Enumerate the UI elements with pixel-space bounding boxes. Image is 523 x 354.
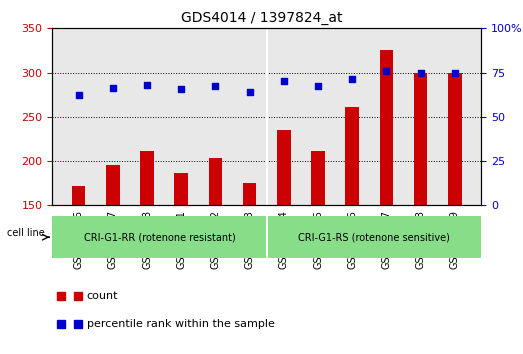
- Text: cell line: cell line: [7, 228, 44, 238]
- Point: [177, 86, 186, 92]
- Point: [451, 70, 459, 75]
- Text: CRI-G1-RS (rotenone sensitive): CRI-G1-RS (rotenone sensitive): [298, 232, 450, 242]
- Point: [280, 78, 288, 84]
- Point: [348, 76, 356, 82]
- Bar: [380, 50, 393, 338]
- Bar: [243, 183, 256, 338]
- Bar: [174, 173, 188, 338]
- Bar: [448, 73, 462, 338]
- Bar: [72, 186, 85, 338]
- Bar: [209, 158, 222, 338]
- Bar: [106, 165, 120, 338]
- Text: percentile rank within the sample: percentile rank within the sample: [87, 319, 275, 329]
- Text: GDS4014 / 1397824_at: GDS4014 / 1397824_at: [181, 11, 342, 25]
- Text: CRI-G1-RR (rotenone resistant): CRI-G1-RR (rotenone resistant): [84, 232, 235, 242]
- Bar: [414, 73, 427, 338]
- Point: [74, 92, 83, 98]
- Point: [109, 85, 117, 91]
- Bar: [345, 107, 359, 338]
- Point: [211, 83, 220, 89]
- Point: [416, 70, 425, 75]
- Bar: [311, 152, 325, 338]
- Point: [245, 89, 254, 95]
- Text: count: count: [87, 291, 118, 301]
- Point: [382, 68, 391, 74]
- Bar: [277, 130, 291, 338]
- Bar: [52, 216, 267, 258]
- Point: [143, 82, 151, 88]
- Bar: [140, 152, 154, 338]
- Bar: [267, 216, 481, 258]
- Point: [314, 83, 322, 89]
